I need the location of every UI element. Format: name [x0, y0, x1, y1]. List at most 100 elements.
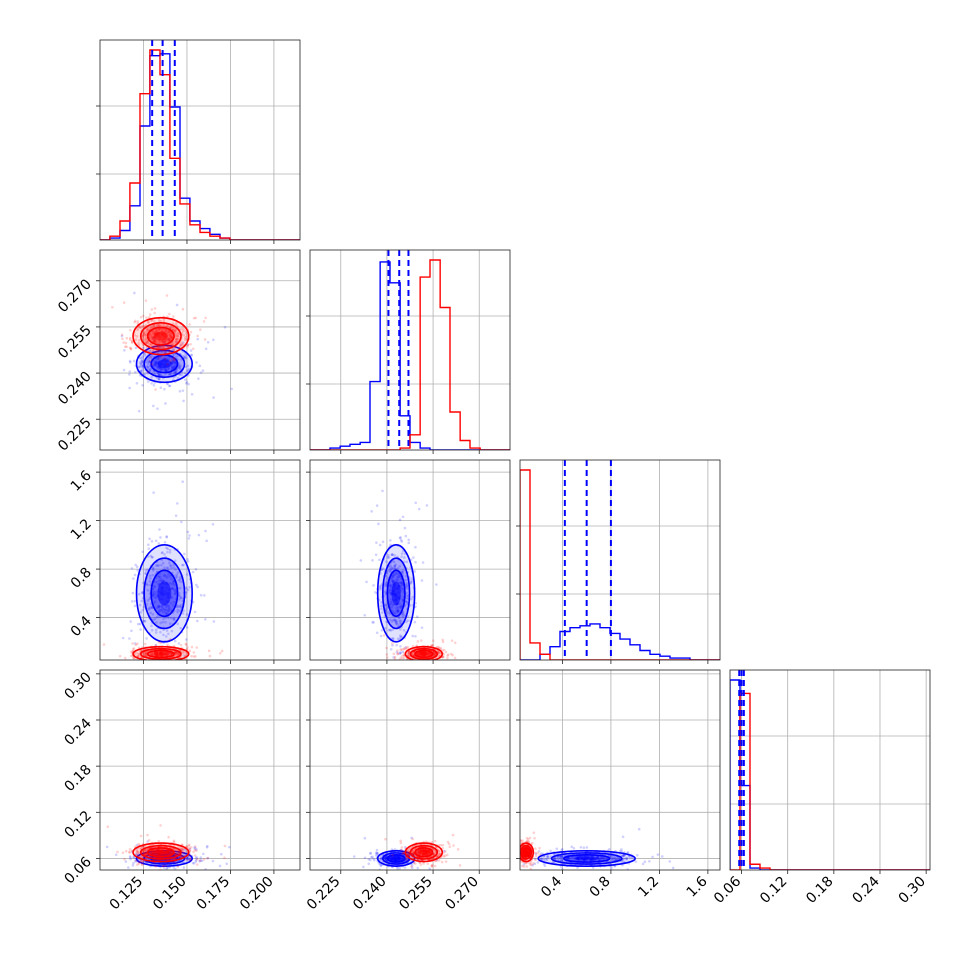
sample-point: [389, 543, 392, 547]
sample-point: [395, 622, 398, 626]
sample-point: [429, 652, 432, 656]
panel-frame: [99, 249, 301, 451]
sample-point: [171, 359, 175, 363]
sample-point: [163, 540, 167, 544]
sample-point: [453, 884, 456, 887]
sample-point: [141, 360, 144, 363]
sample-point: [146, 583, 149, 587]
sample-point: [148, 606, 152, 609]
sample-point: [152, 848, 156, 852]
sample-point: [177, 642, 181, 645]
sample-point: [383, 857, 387, 860]
sample-point: [611, 856, 615, 860]
sample-point: [155, 365, 159, 368]
sample-point: [147, 543, 150, 547]
sample-point: [428, 852, 431, 855]
sample-point: [172, 359, 175, 362]
sample-point: [399, 656, 403, 659]
sample-point: [144, 337, 148, 340]
sample-point: [141, 333, 145, 337]
sample-point: [446, 656, 449, 660]
sample-point: [141, 366, 145, 370]
sample-point: [399, 648, 402, 652]
sample-point: [142, 581, 145, 585]
sample-point: [622, 854, 626, 857]
sample-point: [168, 372, 172, 376]
sample-point: [385, 656, 389, 659]
sample-point: [170, 362, 174, 366]
sample-point: [417, 850, 420, 853]
sample-point: [151, 335, 155, 339]
density-contour: [414, 847, 434, 858]
sample-point: [151, 332, 155, 336]
density-contour: [132, 842, 190, 863]
sample-point: [187, 537, 191, 540]
sample-point: [166, 331, 170, 334]
sample-point: [395, 643, 398, 647]
sample-point: [368, 858, 372, 862]
sample-point: [442, 648, 446, 652]
sample-point: [396, 637, 400, 641]
sample-point: [155, 615, 159, 619]
sample-point: [402, 647, 406, 650]
sample-point: [363, 856, 367, 860]
sample-point: [390, 567, 394, 570]
sample-point: [168, 851, 171, 855]
sample-point: [164, 611, 167, 614]
sample-point: [625, 856, 628, 860]
histogram-panel: [100, 40, 300, 240]
sample-point: [173, 867, 177, 870]
sample-point: [154, 865, 157, 868]
sample-point: [136, 327, 140, 330]
sample-point: [181, 330, 185, 333]
sample-point: [145, 602, 149, 606]
sample-point: [122, 341, 125, 344]
sample-point: [430, 864, 434, 868]
sample-point: [140, 863, 144, 866]
sample-point: [220, 852, 223, 856]
sample-point: [625, 857, 628, 861]
sample-point: [203, 594, 206, 597]
sample-point: [416, 866, 420, 870]
sample-point: [159, 386, 163, 390]
sample-point: [158, 605, 161, 609]
sample-point: [391, 610, 394, 613]
sample-point: [167, 339, 171, 343]
sample-point: [398, 565, 401, 568]
sample-point: [398, 536, 402, 540]
sample-point: [391, 575, 394, 579]
sample-point: [154, 596, 158, 600]
sample-point: [185, 380, 189, 384]
sample-point: [396, 576, 399, 579]
sample-point: [668, 860, 672, 863]
sample-point: [142, 346, 145, 350]
sample-point: [200, 859, 204, 863]
sample-point: [152, 592, 155, 596]
sample-point: [131, 656, 135, 660]
sample-point: [374, 591, 377, 594]
sample-point: [177, 845, 180, 849]
density-contour: [381, 557, 411, 630]
sample-point: [167, 861, 171, 864]
sample-point: [375, 848, 379, 852]
sample-point: [375, 851, 378, 855]
sample-point: [180, 520, 183, 524]
sample-point: [134, 563, 137, 567]
sample-point: [166, 566, 170, 570]
sample-point: [136, 569, 140, 572]
sample-point: [641, 862, 645, 866]
sample-point: [128, 373, 131, 376]
sample-point: [141, 856, 144, 859]
sample-point: [145, 341, 149, 344]
sample-point: [171, 360, 174, 364]
sample-point: [159, 578, 163, 581]
sample-point: [148, 316, 151, 319]
sample-point: [384, 590, 387, 593]
sample-point: [560, 859, 563, 862]
sample-point: [539, 857, 543, 861]
sample-point: [399, 538, 403, 542]
sample-point: [124, 860, 128, 863]
sample-point: [522, 862, 526, 866]
sample-point: [188, 843, 191, 847]
sample-point: [165, 535, 168, 538]
